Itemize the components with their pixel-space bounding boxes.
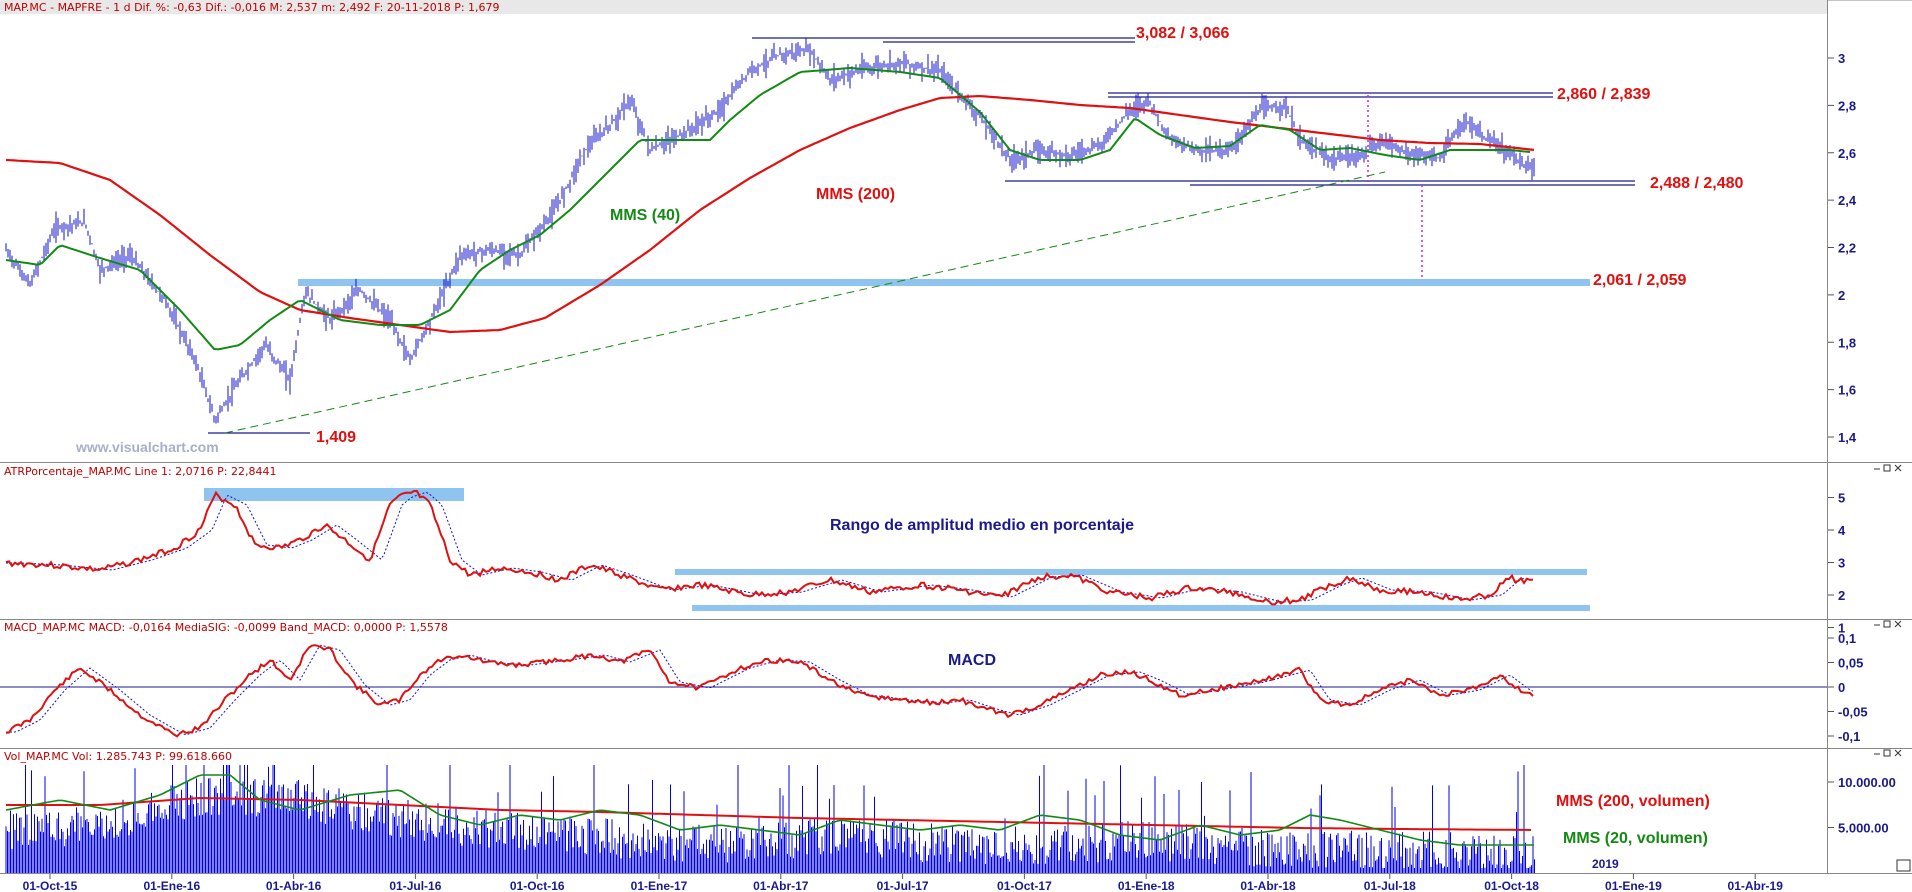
price-bars — [5, 37, 1535, 424]
y-tick-label: -0,05 — [1838, 705, 1868, 720]
magenta-markers — [1367, 95, 1423, 277]
trendline — [224, 171, 1386, 434]
x-tick-label: 01-Abr-18 — [1240, 879, 1296, 892]
y-tick-label: 2,2 — [1838, 241, 1856, 256]
y-tick-label: 2 — [1838, 588, 1845, 603]
price-levels — [208, 37, 1635, 434]
x-tick-label: 01-Abr-19 — [1728, 879, 1784, 892]
y-tick-label: 0,1 — [1838, 631, 1856, 646]
mma40-line — [5, 66, 1531, 351]
macd-title: MACD — [948, 652, 996, 669]
vol-mma200-line — [6, 796, 1532, 831]
y-tick-label: 2,8 — [1838, 98, 1856, 113]
y-tick-label: 1,8 — [1838, 335, 1856, 350]
x-tick-label: 01-Oct-15 — [23, 879, 78, 892]
y-tick-label: 5.000.00 — [1838, 821, 1889, 836]
y-tick-label: -0,1 — [1838, 729, 1860, 744]
mma200-line — [5, 94, 1535, 334]
atr-title: Rango de amplitud medio en porcentaje — [830, 517, 1134, 534]
y-tick-label: 0 — [1838, 680, 1845, 695]
atr-y-axis: 5 4 3 2 1 — [1828, 491, 1846, 636]
atr-header: ATRPorcentaje_MAP.MC Line 1: 2,0716 P: 2… — [4, 465, 276, 478]
y-tick-label: 1,4 — [1838, 430, 1857, 445]
x-tick-label: 01-Abr-17 — [753, 879, 809, 892]
y-tick-label: 1,6 — [1838, 383, 1856, 398]
x-tick-label: 01-Oct-18 — [1484, 879, 1539, 892]
atr-line — [5, 490, 1534, 606]
mma200-label: MMS (200) — [816, 186, 895, 203]
vol-mma200-label: MMS (200, volumen) — [1556, 793, 1710, 810]
x-tick-label: 01-Abr-16 — [266, 879, 322, 892]
vol-mma20-label: MMS (20, volumen) — [1563, 830, 1708, 847]
mma40-label: MMS (40) — [610, 207, 680, 224]
vol-y-axis: 10.000.00 5.000.00 — [1828, 775, 1896, 836]
y-tick-label: 4 — [1838, 523, 1846, 538]
x-axis: 01-Oct-15 01-Ene-16 01-Abr-16 01-Jul-16 01-O… — [23, 874, 1784, 892]
volume-bars — [5, 765, 1535, 873]
watermark: www.visualchart.com — [75, 439, 219, 455]
y-tick-label: 0,05 — [1838, 656, 1863, 671]
x-tick-label: 01-Ene-18 — [1118, 879, 1175, 892]
y-tick-label: 3 — [1838, 556, 1845, 571]
x-tick-label: 01-Oct-16 — [510, 879, 565, 892]
price-bands — [298, 279, 1590, 286]
x-tick-label: 01-Jul-18 — [1364, 879, 1416, 892]
level-band-label: 2,061 / 2,059 — [1593, 272, 1687, 289]
x-tick-label: 01-Jul-16 — [389, 879, 441, 892]
y-tick-label: 1 — [1838, 621, 1845, 636]
y-tick-label: 10.000.00 — [1838, 775, 1896, 790]
level-sup-label: 2,488 / 2,480 — [1650, 175, 1744, 192]
y-tick-label: 5 — [1838, 491, 1845, 506]
scale-icon[interactable] — [1896, 859, 1911, 872]
macd-signal-line — [6, 644, 1534, 736]
macd-line — [5, 644, 1534, 738]
price-header: MAP.MC - MAPFRE - 1 d Dif. %: -0,63 Dif.… — [4, 1, 500, 14]
panel-window-buttons[interactable] — [1874, 464, 1902, 757]
price-header-strip — [0, 0, 1827, 14]
x-tick-label: 01-Ene-16 — [143, 879, 200, 892]
macd-y-axis: 0,1 0,05 0 -0,05 -0,1 — [1828, 631, 1868, 744]
y-tick-label: 2,4 — [1838, 193, 1857, 208]
vol-header: Vol_MAP.MC Vol: 1.285.743 P: 99.618.660 — [4, 750, 232, 763]
panel-frames — [0, 0, 1912, 874]
y-tick-label: 2 — [1838, 288, 1845, 303]
x-tick-label: 01-Ene-17 — [631, 879, 688, 892]
price-y-axis: 3 2,8 2,6 2,4 2,2 2 1,8 1,6 1,4 — [1828, 51, 1857, 445]
x-tick-label: 01-Jul-17 — [877, 879, 929, 892]
macd-header: MACD_MAP.MC MACD: -0,0164 MediaSIG: -0,0… — [4, 621, 448, 634]
level-res-label: 2,860 / 2,839 — [1557, 86, 1651, 103]
year-label: 2019 — [1592, 857, 1619, 871]
x-tick-label: 01-Oct-17 — [997, 879, 1052, 892]
x-tick-label: 01-Ene-19 — [1605, 879, 1662, 892]
vol-mma20-line — [5, 774, 1534, 846]
y-tick-label: 2,6 — [1838, 146, 1856, 161]
level-low-label: 1,409 — [316, 429, 356, 446]
atr-signal-line — [6, 491, 1534, 603]
y-tick-label: 3 — [1838, 51, 1845, 66]
level-high-label: 3,082 / 3,066 — [1136, 25, 1230, 42]
atr-bands — [204, 488, 1590, 611]
